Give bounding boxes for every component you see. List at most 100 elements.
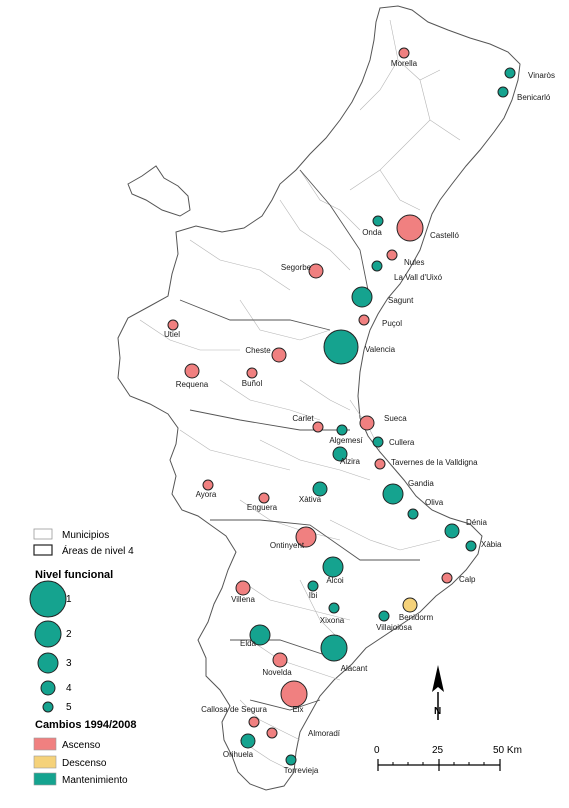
label-nules: Nules (404, 258, 424, 267)
legend-level-2-label: 2 (66, 629, 72, 640)
marker-requena (184, 363, 200, 379)
legend-nivel-title: Nivel funcional (35, 569, 113, 581)
scale-tick-50: 50 Km (493, 745, 522, 756)
marker-sagunt (351, 286, 373, 308)
label-castello: Castelló (430, 231, 459, 240)
label-calp: Calp (459, 575, 476, 584)
marker-benidorm (402, 597, 418, 613)
marker-castello (396, 214, 424, 242)
legend-descenso-swatch (33, 755, 57, 769)
label-elda: Elda (240, 639, 257, 648)
label-villena: Villena (231, 595, 255, 604)
marker-gandia (382, 483, 404, 505)
marker-ontinyent (295, 526, 317, 548)
marker-algemesi (336, 424, 348, 436)
label-enguera: Enguera (247, 503, 278, 512)
label-xabia: Xàbia (481, 540, 502, 549)
marker-callosa-de-segura (248, 716, 260, 728)
label-vinaros: Vinaròs (528, 71, 555, 80)
legend-cambios-title: Cambios 1994/2008 (35, 719, 137, 731)
legend-level-1-label: 1 (66, 594, 72, 605)
north-arrow-icon: N (432, 665, 444, 720)
marker-xabia (465, 540, 477, 552)
legend-ascenso-swatch (33, 737, 57, 751)
label-carlet: Carlet (292, 414, 314, 423)
legend-ascenso-label: Ascenso (62, 740, 101, 751)
legend-level-4-label: 4 (66, 683, 72, 694)
label-torrevieja: Torrevieja (284, 766, 319, 775)
legend-level-5-label: 5 (66, 702, 72, 713)
marker-bunol (246, 367, 258, 379)
label-utiel: Utiel (164, 330, 180, 339)
legend-level-3-label: 3 (66, 658, 72, 669)
area-boundaries (179, 169, 420, 711)
north-label: N (434, 706, 441, 717)
marker-alzira (332, 446, 348, 462)
label-alcoi: Alcoi (326, 576, 344, 585)
legend-level-2-circle (34, 620, 62, 648)
label-la-vall-d-uixo: La Vall d'Uixó (394, 273, 443, 282)
legend-mantenimiento-swatch (33, 772, 57, 786)
legend-areas-swatch (33, 544, 53, 556)
label-ibi: Ibi (309, 591, 318, 600)
label-novelda: Novelda (262, 668, 292, 677)
marker-nules (386, 249, 398, 261)
label-callosa-de-segura: Callosa de Segura (201, 705, 267, 714)
marker-carlet (312, 421, 324, 433)
marker-tavernes-de-la-valldigna (374, 458, 386, 470)
label-villajoiosa: Villajoiosa (376, 623, 412, 632)
marker-elx (280, 680, 308, 708)
marker-cheste (271, 347, 287, 363)
marker-oliva (407, 508, 419, 520)
marker-pucol (358, 314, 370, 326)
region-outline (117, 5, 521, 791)
marker-onda (372, 215, 384, 227)
label-sueca: Sueca (384, 414, 407, 423)
marker-almoradi (266, 727, 278, 739)
legend-municipios-swatch (33, 528, 53, 540)
label-almoradi: Almoradí (308, 729, 341, 738)
legend-level-3-circle (37, 652, 59, 674)
marker-ibi (307, 580, 319, 592)
marker-denia (444, 523, 460, 539)
marker-utiel (167, 319, 179, 331)
marker-novelda (272, 652, 288, 668)
legend-areas-label: Áreas de nivel 4 (62, 544, 134, 557)
place-markers (167, 47, 516, 766)
label-xativa: Xàtiva (299, 495, 322, 504)
marker-torrevieja (285, 754, 297, 766)
legend-level-5-circle (42, 701, 54, 713)
label-denia: Dénia (466, 518, 487, 527)
label-orihuela: Orihuela (223, 750, 254, 759)
marker-segorbe (308, 263, 324, 279)
legend-descenso-label: Descenso (62, 758, 107, 769)
marker-xixona (328, 602, 340, 614)
label-valencia: Valencia (365, 345, 396, 354)
marker-alcoi (322, 556, 344, 578)
marker-valencia (323, 329, 359, 365)
label-xixona: Xixona (320, 616, 345, 625)
legend-municipios-label: Municipios (62, 530, 109, 541)
legend-level-1-circle (29, 580, 67, 618)
marker-villajoiosa (378, 610, 390, 622)
marker-calp (441, 572, 453, 584)
label-elx: Elx (292, 705, 303, 714)
label-ontinyent: Ontinyent (270, 541, 305, 550)
label-gandia: Gandia (408, 479, 434, 488)
enclave-outline (127, 165, 191, 217)
marker-villena (235, 580, 251, 596)
scale-bar: 0 25 50 Km (374, 745, 522, 771)
label-alacant: Alacant (341, 664, 368, 673)
label-pucol: Puçol (382, 319, 402, 328)
marker-enguera (258, 492, 270, 504)
scale-tick-25: 25 (432, 745, 444, 756)
label-alzira: Alzira (340, 457, 361, 466)
label-benicarlo: Benicarló (517, 93, 551, 102)
label-ayora: Ayora (196, 490, 217, 499)
legend-mantenimiento-label: Mantenimiento (62, 775, 128, 786)
marker-benicarlo (497, 86, 509, 98)
label-algemesi: Algemesí (329, 436, 363, 445)
label-bunol: Buñol (242, 379, 263, 388)
scale-tick-0: 0 (374, 745, 380, 756)
